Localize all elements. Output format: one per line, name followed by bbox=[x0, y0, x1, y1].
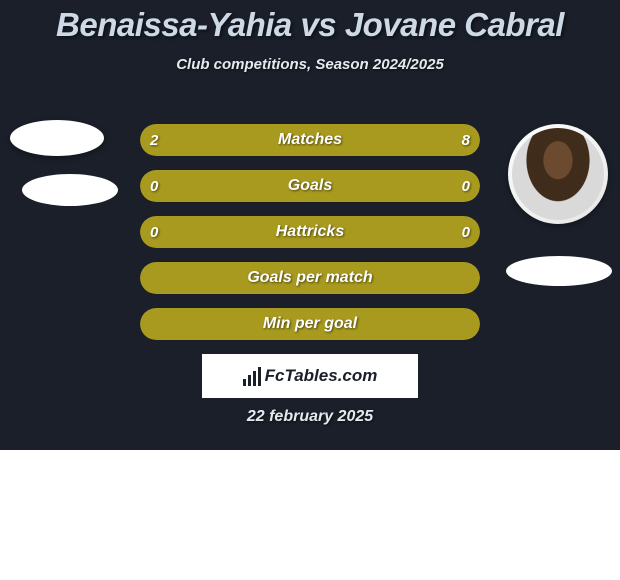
logo-bars-icon bbox=[243, 367, 261, 386]
player-right-avatar bbox=[508, 124, 608, 224]
logo-box: FcTables.com bbox=[202, 354, 418, 398]
stat-row: Goals per match bbox=[140, 262, 480, 294]
date-label: 22 february 2025 bbox=[0, 408, 620, 426]
player-right-photo bbox=[512, 128, 604, 220]
logo-text: FcTables.com bbox=[265, 366, 378, 386]
stat-label: Matches bbox=[140, 124, 480, 156]
stat-row: 00Hattricks bbox=[140, 216, 480, 248]
comparison-panel: Benaissa-Yahia vs Jovane Cabral Club com… bbox=[0, 0, 620, 450]
stat-label: Goals bbox=[140, 170, 480, 202]
player-right-shape-2 bbox=[506, 256, 612, 286]
stat-label: Goals per match bbox=[140, 262, 480, 294]
player-left-shape-1 bbox=[10, 120, 104, 156]
stat-row: 28Matches bbox=[140, 124, 480, 156]
page-title: Benaissa-Yahia vs Jovane Cabral bbox=[0, 0, 620, 44]
stat-label: Min per goal bbox=[140, 308, 480, 340]
stat-rows: 28Matches 00Goals 00Hattricks Goals per mat… bbox=[140, 124, 480, 354]
page-subtitle: Club competitions, Season 2024/2025 bbox=[0, 56, 620, 73]
stat-row: Min per goal bbox=[140, 308, 480, 340]
stat-label: Hattricks bbox=[140, 216, 480, 248]
player-left-shape-2 bbox=[22, 174, 118, 206]
stat-row: 00Goals bbox=[140, 170, 480, 202]
